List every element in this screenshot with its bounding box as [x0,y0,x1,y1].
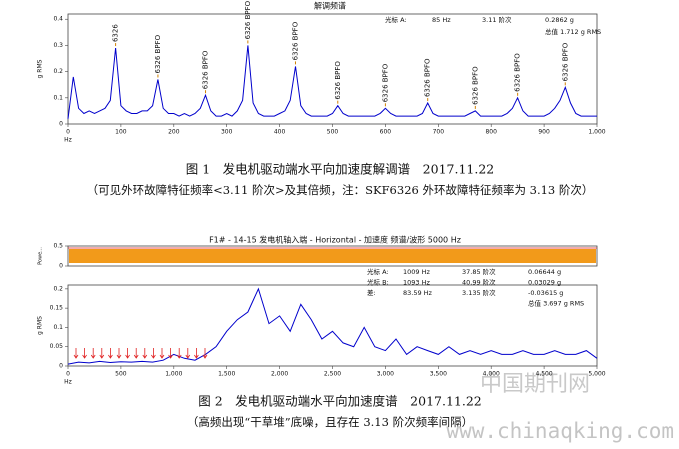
cursor-readout: 总值 1.712 g RMS [545,27,601,36]
cursor-readout: 1093 Hz [403,279,430,287]
y-axis-label: g RMS [37,316,44,335]
x-tick-label: 1,500 [218,371,235,378]
spectrum-line [67,287,598,365]
x-tick-label: 4,000 [483,371,500,378]
cursor-readout: 85 Hz [432,16,451,24]
harmonic-arrow [142,348,148,359]
plot-area [67,284,598,367]
caption-title: 图 2 发电机驱动端水平向加速度谱 2017.11.22 [198,394,482,409]
harmonic-arrow [125,348,130,359]
y-tick-label: 0.05 [50,343,64,350]
harmonic-arrow [99,348,105,359]
watermark-url: www.chinaqking.com [446,419,674,443]
cursor-readout: 3.11 阶次 [482,15,512,24]
harmonic-arrow [194,348,199,359]
harmonic-arrow [176,348,182,359]
harmonic-arrow [108,348,113,359]
x-tick-label: 700 [433,129,445,136]
annotation: 6326 BPFO [381,63,389,102]
y-tick-label: 0.4 [53,16,63,23]
power-band [69,249,596,263]
cursor-readout: 光标 A: [385,15,407,24]
y-tick-label: 0.15 [50,305,64,312]
harmonic-arrow [185,348,191,359]
x-tick-label: 1,000 [165,371,182,378]
harmonic-arrow [90,348,96,359]
annotation: 6326 BPFO [514,53,522,92]
x-tick-label: 200 [168,129,180,136]
x-tick-label: 500 [115,371,127,378]
caption-note: （可见外环故障特征频率<3.11 阶次>及其倍频，注：SKF6326 外环故障特… [87,183,594,197]
annotation: 6326 BPFO [424,58,432,97]
annotation: 6326 BPFO [334,61,342,100]
harmonic-arrow [116,348,122,359]
annotation: 6326 BPFO [291,21,299,60]
cursor-readout: 总值 3.697 g RMS [528,299,584,308]
x-tick-label: 100 [115,129,127,136]
x-tick-label: 300 [221,129,233,136]
y-tick-label: 0.1 [53,324,63,331]
caption-note: （高频出现“干草堆”底噪，且存在 3.13 阶次频率间隔） [187,415,473,429]
y-tick-label: 0 [59,121,63,128]
power-tick-label: 0.5 [53,243,63,250]
harmonic-arrow [82,348,87,359]
harmonic-arrow [151,348,156,359]
annotation: 6326 BPFO [561,42,569,81]
y-tick-label: 0 [59,363,63,370]
x-tick-label: 1,000 [588,129,605,136]
harmonic-arrow [133,348,139,359]
cursor-readout: 1009 Hz [403,268,430,276]
x-tick-label: 3,000 [377,371,394,378]
harmonic-arrow [168,348,173,359]
annotation: 6326 BPFO [154,34,162,73]
x-tick-label: 4,500 [536,371,553,378]
x-tick-label: 500 [327,129,339,136]
cursor-readout: 37.85 阶次 [462,267,496,276]
x-tick-label: 800 [485,129,497,136]
x-tick-label: 900 [538,129,550,136]
x-tick-label: 400 [274,129,286,136]
x-tick-label: 2,000 [271,371,288,378]
x-tick-label: 600 [380,129,392,136]
plot-area [67,13,598,125]
power-tick-label: 0 [59,263,63,270]
y-tick-label: 0.1 [53,94,63,101]
chart-title: F1# - 14-15 发电机轴入端 - Horizontal - 加速度 频谱… [209,235,461,245]
spectrum-line [67,45,597,119]
x-tick-label: 3,500 [430,371,447,378]
cursor-readout: 3.135 阶次 [462,288,496,297]
x-tick-label: 0 [66,129,70,136]
cursor-readout: 0.2862 g [545,16,574,24]
x-tick-label: 2,500 [324,371,341,378]
cursor-readout: 光标 A: [367,267,389,276]
cursor-readout: 0.06644 g [528,268,561,276]
power-label: Powe... [38,247,44,265]
watermark: 中国期刊网 [480,372,590,397]
caption-title: 图 1 发电机驱动端水平向加速度解调谱 2017.11.22 [186,162,495,177]
annotation: 6326 [112,24,120,42]
harmonic-arrow [73,348,79,359]
cursor-readout: 0.03029 g [528,279,561,287]
annotation: 6326 BPFO [202,50,210,89]
y-tick-label: 0.3 [53,42,63,49]
y-axis-label: g RMS [37,59,44,78]
cursor-readout: 83.59 Hz [403,289,433,297]
annotation: 6326 BPFO [471,66,479,105]
y-tick-label: 0.2 [53,68,63,75]
cursor-readout: 光标 B: [367,278,389,287]
chart-title: 解调频谱 [314,1,346,11]
x-axis-label: Hz [64,137,72,144]
annotation: 6326 BPFO [244,0,252,39]
y-tick-label: 0.2 [53,285,63,292]
x-tick-label: 0 [66,371,70,378]
harmonic-arrow [202,348,208,359]
cursor-readout: -0.03615 g [528,289,563,297]
cursor-readout: 40.99 阶次 [462,278,496,287]
x-axis-label: Hz [64,379,72,386]
x-tick-label: 5,000 [588,371,605,378]
harmonic-arrow [159,348,165,359]
cursor-readout: 差: [367,288,376,297]
